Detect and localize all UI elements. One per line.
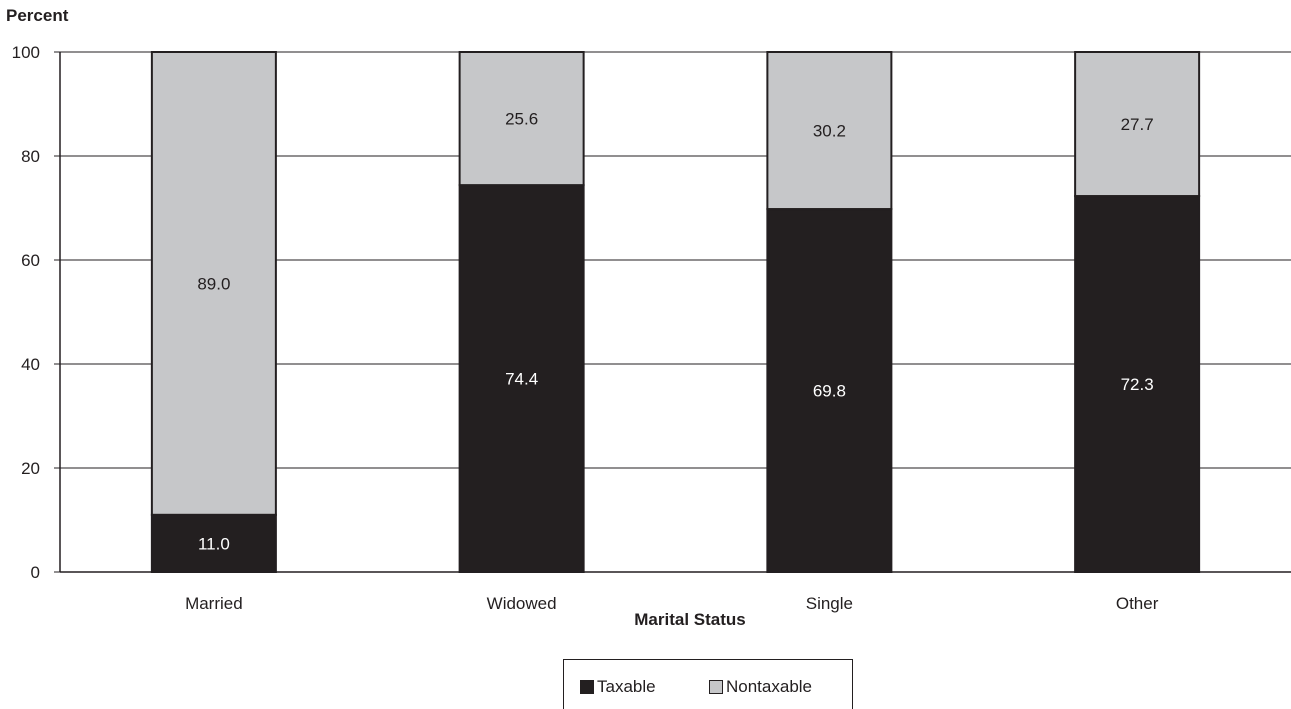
data-label-widowed-nontaxable: 25.6 [505,110,538,129]
bar-single-nontaxable [766,51,893,211]
legend: Taxable Nontaxable [563,659,853,709]
bar-widowed-nontaxable [458,51,585,187]
data-label-single-nontaxable: 30.2 [813,122,846,141]
data-label-married-nontaxable: 89.0 [197,274,230,293]
y-tick-label-80: 80 [21,147,40,166]
legend-swatch-taxable [580,680,594,694]
data-label-married-taxable: 11.0 [198,534,230,553]
x-tick-label-other: Other [1116,594,1159,613]
data-label-single-taxable: 69.8 [813,382,846,401]
legend-label-nontaxable: Nontaxable [726,677,813,696]
data-label-widowed-taxable: 74.4 [505,370,538,389]
y-tick-label-40: 40 [21,355,40,374]
legend-label-taxable: Taxable [597,677,656,696]
legend-swatch-nontaxable [709,680,723,694]
legend-item-nontaxable: Nontaxable [709,677,812,697]
bar-single-taxable [766,208,893,573]
bar-widowed-taxable [458,184,585,573]
y-tick-label-100: 100 [12,43,40,62]
y-tick-label-20: 20 [21,459,40,478]
bar-other-nontaxable [1074,51,1201,198]
legend-item-taxable: Taxable [580,677,656,697]
y-tick-label-0: 0 [31,563,40,582]
y-axis-title: Percent [6,6,69,25]
x-axis-title: Marital Status [634,610,746,629]
x-tick-label-single: Single [806,594,853,613]
x-tick-label-widowed: Widowed [487,594,557,613]
bar-other-taxable [1074,195,1201,573]
bar-married-nontaxable [150,51,277,516]
x-tick-label-married: Married [185,594,243,613]
y-tick-label-60: 60 [21,251,40,270]
data-label-other-taxable: 72.3 [1121,375,1154,394]
data-label-other-nontaxable: 27.7 [1121,115,1154,134]
